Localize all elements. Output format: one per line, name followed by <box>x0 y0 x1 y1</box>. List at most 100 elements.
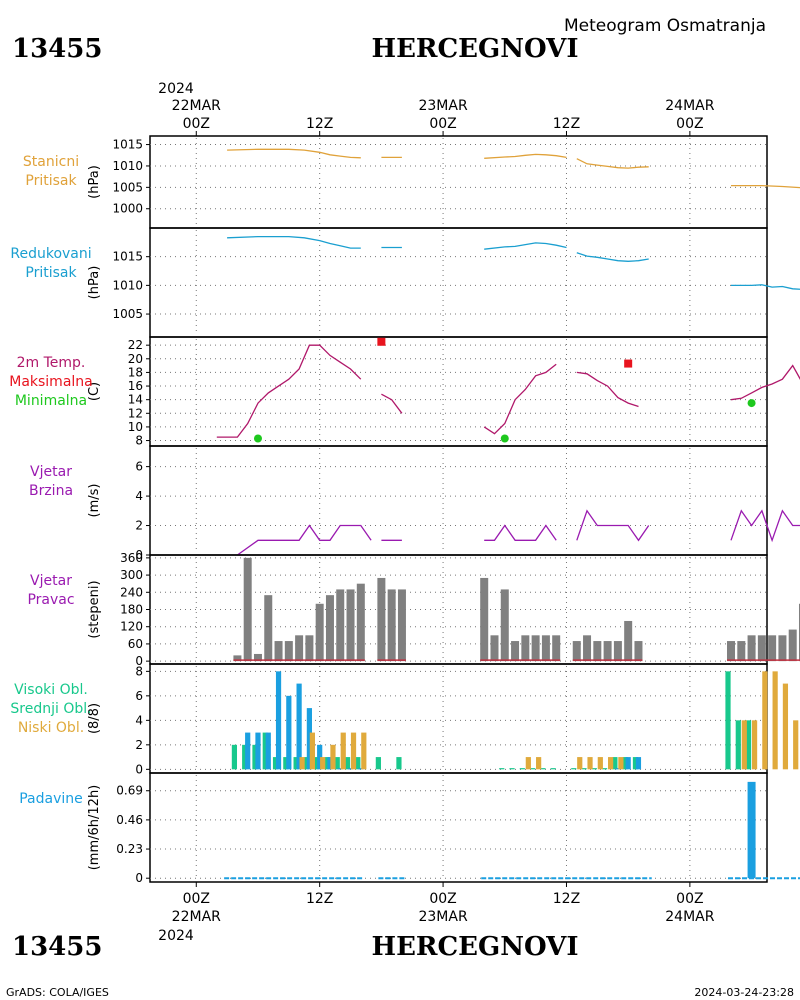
high_clouds-bar <box>735 720 741 770</box>
direction-bar <box>737 641 746 662</box>
high_clouds-bar <box>231 744 238 770</box>
mid_clouds-bar <box>317 744 323 770</box>
temperature-legend-label: Minimalna <box>15 393 87 409</box>
direction-bar <box>315 603 324 662</box>
mid_clouds-bar <box>615 768 621 770</box>
direction-bar <box>397 589 406 662</box>
direction-bar <box>387 589 396 662</box>
wind_speed-ylabel: (m/s) <box>87 484 102 518</box>
wind_speed-ytick-label: 6 <box>135 460 143 474</box>
bottom-time-label: 12Z <box>306 891 333 907</box>
bottom-date-label: 23MAR <box>418 909 467 925</box>
mid_clouds-bar <box>245 732 251 770</box>
station_pressure-series-line <box>731 184 800 189</box>
bottom-date-label: 24MAR <box>665 909 714 925</box>
clouds-ytick-label: 8 <box>135 664 143 678</box>
direction-bar <box>798 603 800 662</box>
meteogram-title: Meteogram Osmatranja <box>564 16 766 36</box>
station_pressure-series-line <box>576 158 649 169</box>
wind_direction-ytick-label: 60 <box>128 637 143 651</box>
panel-precipitation: 0 0.23 0.46 0.69 (mm/6h/12h) Padavine <box>19 772 800 885</box>
wind_direction-legend-label: Pravac <box>27 592 74 608</box>
precipitation-ytick-label: 0.46 <box>116 813 143 827</box>
low_clouds-bar <box>782 683 789 770</box>
low_clouds-bar <box>793 720 799 770</box>
reduced_pressure-legend-label: Pritisak <box>25 265 77 281</box>
wind_direction-ytick-label: 300 <box>120 568 143 582</box>
temperature-legend-label: 2m Temp. <box>17 355 86 371</box>
top-date-label: 23MAR <box>418 98 467 114</box>
direction-bar <box>747 635 756 662</box>
station_pressure-legend-label: Stanicni <box>23 154 79 170</box>
low_clouds-bar <box>299 757 305 770</box>
mid_clouds-bar <box>265 732 271 770</box>
precipitation-ytick-label: 0 <box>135 871 143 885</box>
tmin-marker <box>747 399 756 408</box>
mid_clouds-bar <box>275 671 282 770</box>
meteogram-panels: 1000100510101015(hPa)StanicniPritisak100… <box>9 135 800 885</box>
low_clouds-bar <box>361 732 367 770</box>
wind_speed-ytick-label: 2 <box>135 519 143 533</box>
low_clouds-bar <box>525 757 531 770</box>
reduced_pressure-series-line <box>576 252 649 262</box>
reduced_pressure-series-line <box>227 235 361 249</box>
direction-bar <box>295 635 304 662</box>
high_clouds-bar <box>375 757 381 770</box>
high_clouds-bar <box>324 757 330 770</box>
mid_clouds-bar <box>306 708 312 770</box>
reduced_pressure-legend-label: Redukovani <box>10 246 91 262</box>
temperature-series-line <box>216 344 362 438</box>
mid_clouds-bar <box>327 757 333 770</box>
direction-bar <box>788 629 797 662</box>
bottom-time-label: 00Z <box>183 891 210 907</box>
low_clouds-bar <box>587 757 593 770</box>
low_clouds-bar <box>536 757 542 770</box>
panel-station_pressure: 1000 1005 1010 1015 (hPa) Stanicni Pritisak <box>23 135 800 229</box>
direction-bar <box>480 577 489 662</box>
mid_clouds-bar <box>635 757 642 770</box>
station_pressure-ytick-label: 1010 <box>112 159 143 173</box>
mid_clouds-bar <box>296 683 302 770</box>
wind_direction-ylabel: (stepeni) <box>87 580 102 638</box>
precipitation-frame <box>149 772 768 883</box>
direction-bar <box>346 589 355 662</box>
clouds-ytick-label: 2 <box>135 738 143 752</box>
station_pressure-ytick-label: 1000 <box>112 202 143 216</box>
bottom-time-label: 00Z <box>429 891 456 907</box>
direction-bar <box>634 641 643 662</box>
wind_speed-legend-label: Vjetar <box>30 464 72 480</box>
high_clouds-bar <box>499 768 505 770</box>
low_clouds-bar <box>309 732 315 770</box>
temperature-ytick-label: 12 <box>128 406 143 420</box>
station_pressure-series-line <box>227 148 361 159</box>
tmax-marker <box>624 359 633 368</box>
direction-bar <box>541 635 550 662</box>
temperature-ytick-label: 16 <box>128 379 143 393</box>
header-station-name: HERCEGNOVI <box>372 34 579 64</box>
direction-bar <box>264 595 273 662</box>
direction-bar <box>233 655 242 662</box>
wind_direction-frame <box>149 554 768 665</box>
high_clouds-bar <box>519 768 525 770</box>
mid_clouds-bar <box>286 695 292 770</box>
top-time-label: 00Z <box>183 116 210 132</box>
high_clouds-bar <box>571 768 577 770</box>
precipitation-ytick-label: 0.69 <box>116 784 143 798</box>
top-time-label: 12Z <box>553 116 580 132</box>
bottom-date-label: 22MAR <box>172 909 221 925</box>
direction-bar <box>768 635 777 662</box>
precip-bar <box>747 781 756 879</box>
high_clouds-bar <box>602 768 608 770</box>
tmin-marker <box>253 434 262 443</box>
tmin-marker <box>500 434 509 443</box>
direction-bar <box>593 641 602 662</box>
wind_direction-legend-label: Vjetar <box>30 573 72 589</box>
direction-bar <box>377 577 386 662</box>
wind_speed-legend-label: Brzina <box>29 483 73 499</box>
direction-bar <box>521 635 530 662</box>
panel-clouds: 0 2 4 6 8 (8/8) Visoki Obl. Srednji Obl. Niski O… <box>10 663 799 776</box>
header-station-id: 13455 <box>12 34 102 64</box>
low_clouds-bar <box>772 671 778 770</box>
direction-bar <box>624 620 633 662</box>
